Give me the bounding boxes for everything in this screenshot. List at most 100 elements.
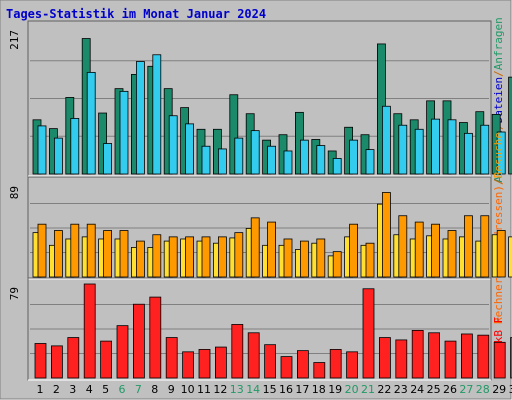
bar-top-2-day-23 <box>398 124 408 175</box>
bar-middle-2-day-4 <box>86 223 96 278</box>
bar-middle-2-day-25 <box>431 223 441 278</box>
bar-middle-2-day-15 <box>267 221 277 278</box>
bar-bottom-1-day-3 <box>67 337 80 379</box>
day-label-14: 14 <box>246 383 260 396</box>
day-label-28: 28 <box>476 383 490 396</box>
bar-middle-2-day-18 <box>316 238 326 278</box>
bar-middle-2-day-8 <box>152 234 162 278</box>
bar-bottom-1-day-18 <box>313 362 326 379</box>
day-label-2: 2 <box>53 383 60 396</box>
bar-bottom-1-day-17 <box>296 350 309 379</box>
bar-top-2-day-18 <box>316 145 326 175</box>
legend-entry: / <box>492 70 505 77</box>
legend: Rechner (IP-Adressen)/Besuche <box>492 132 505 324</box>
day-label-15: 15 <box>263 383 277 396</box>
legend-entry: Anfragen <box>492 17 505 70</box>
y-max-label: 217 <box>8 30 21 50</box>
bar-top-2-day-28 <box>480 124 490 175</box>
day-label-25: 25 <box>427 383 441 396</box>
bar-bottom-1-day-5 <box>100 340 112 379</box>
bar-top-2-day-29 <box>496 131 506 175</box>
bar-top-2-day-5 <box>103 143 112 175</box>
bar-middle-2-day-6 <box>119 230 129 278</box>
bar-bottom-1-day-6 <box>116 325 129 379</box>
day-label-21: 21 <box>361 383 375 396</box>
bar-top-2-day-10 <box>185 123 195 175</box>
bar-middle-2-day-10 <box>185 236 195 278</box>
bar-top-2-day-16 <box>283 150 293 175</box>
bar-middle-2-day-9 <box>168 236 178 278</box>
bar-middle-2-day-19 <box>332 251 342 278</box>
bar-bottom-1-day-27 <box>460 333 473 379</box>
bar-bottom-1-day-11 <box>198 349 211 379</box>
day-label-5: 5 <box>102 383 109 396</box>
day-label-26: 26 <box>443 383 457 396</box>
bar-bottom-1-day-24 <box>411 330 424 379</box>
day-label-29: 29 <box>492 383 506 396</box>
bar-middle-2-day-28 <box>480 215 490 278</box>
bar-bottom-1-day-7 <box>132 303 145 379</box>
bar-middle-2-day-29 <box>496 230 506 278</box>
bar-bottom-1-day-8 <box>149 296 162 379</box>
bar-middle-2-day-12 <box>217 236 227 278</box>
bar-top-2-day-15 <box>267 145 277 175</box>
bar-middle-2-day-20 <box>349 223 359 278</box>
bar-bottom-1-day-4 <box>83 283 96 379</box>
bar-top-2-day-9 <box>168 115 178 175</box>
bar-middle-2-day-13 <box>234 232 244 278</box>
bar-top-2-day-26 <box>447 119 457 175</box>
bar-bottom-1-day-23 <box>395 339 408 379</box>
bar-middle-2-day-7 <box>135 240 145 278</box>
day-label-23: 23 <box>394 383 408 396</box>
bar-top-2-day-1 <box>37 125 47 175</box>
bar-middle-2-day-14 <box>250 217 260 278</box>
bar-top-2-day-22 <box>381 105 391 175</box>
bar-middle-2-day-21 <box>365 242 375 278</box>
day-label-19: 19 <box>328 383 342 396</box>
legend-entry: kB F <box>492 317 505 344</box>
day-label-30: 30 <box>509 383 512 396</box>
legend-entry: Besuche <box>492 132 505 178</box>
bar-middle-2-day-11 <box>201 236 211 278</box>
bar-top-2-day-2 <box>54 137 63 175</box>
bar-top-1-day-30 <box>508 76 512 175</box>
bar-middle-1-day-30 <box>508 236 512 278</box>
day-label-13: 13 <box>230 383 244 396</box>
bar-bottom-1-day-19 <box>329 349 342 379</box>
day-label-8: 8 <box>151 383 158 396</box>
bar-top-2-day-25 <box>431 118 441 175</box>
bar-middle-2-day-27 <box>463 215 473 278</box>
bar-top-2-day-6 <box>119 90 129 175</box>
bar-bottom-1-day-16 <box>280 356 293 379</box>
day-label-20: 20 <box>345 383 359 396</box>
legend-entry: Dateien <box>492 77 505 123</box>
bar-top-2-day-17 <box>299 139 309 175</box>
bar-top-2-day-4 <box>86 71 96 175</box>
bar-middle-2-day-1 <box>37 223 47 278</box>
bar-bottom-1-day-30 <box>510 337 512 379</box>
day-label-3: 3 <box>69 383 76 396</box>
bar-middle-2-day-23 <box>398 215 408 278</box>
bar-middle-2-day-17 <box>299 240 309 278</box>
day-label-17: 17 <box>295 383 309 396</box>
day-label-4: 4 <box>86 383 93 396</box>
bar-bottom-1-day-13 <box>231 324 244 379</box>
bar-bottom-1-day-26 <box>444 340 457 379</box>
day-label-1: 1 <box>37 383 44 396</box>
bar-middle-2-day-16 <box>283 238 293 278</box>
bar-top-1-day-13 <box>229 94 239 175</box>
bar-bottom-1-day-29 <box>493 341 506 379</box>
bar-bottom-1-day-1 <box>34 343 47 379</box>
bar-top-2-day-11 <box>201 145 211 175</box>
bar-top-2-day-19 <box>332 158 342 175</box>
bar-bottom-1-day-25 <box>428 332 441 379</box>
day-label-16: 16 <box>279 383 293 396</box>
bar-top-2-day-13 <box>234 137 244 175</box>
bar-top-2-day-3 <box>70 118 80 175</box>
bar-bottom-1-day-22 <box>378 337 391 379</box>
chart-title: Tages-Statistik im Monat Januar 2024 <box>6 7 266 21</box>
day-label-12: 12 <box>213 383 227 396</box>
legend: kB F <box>492 317 505 344</box>
